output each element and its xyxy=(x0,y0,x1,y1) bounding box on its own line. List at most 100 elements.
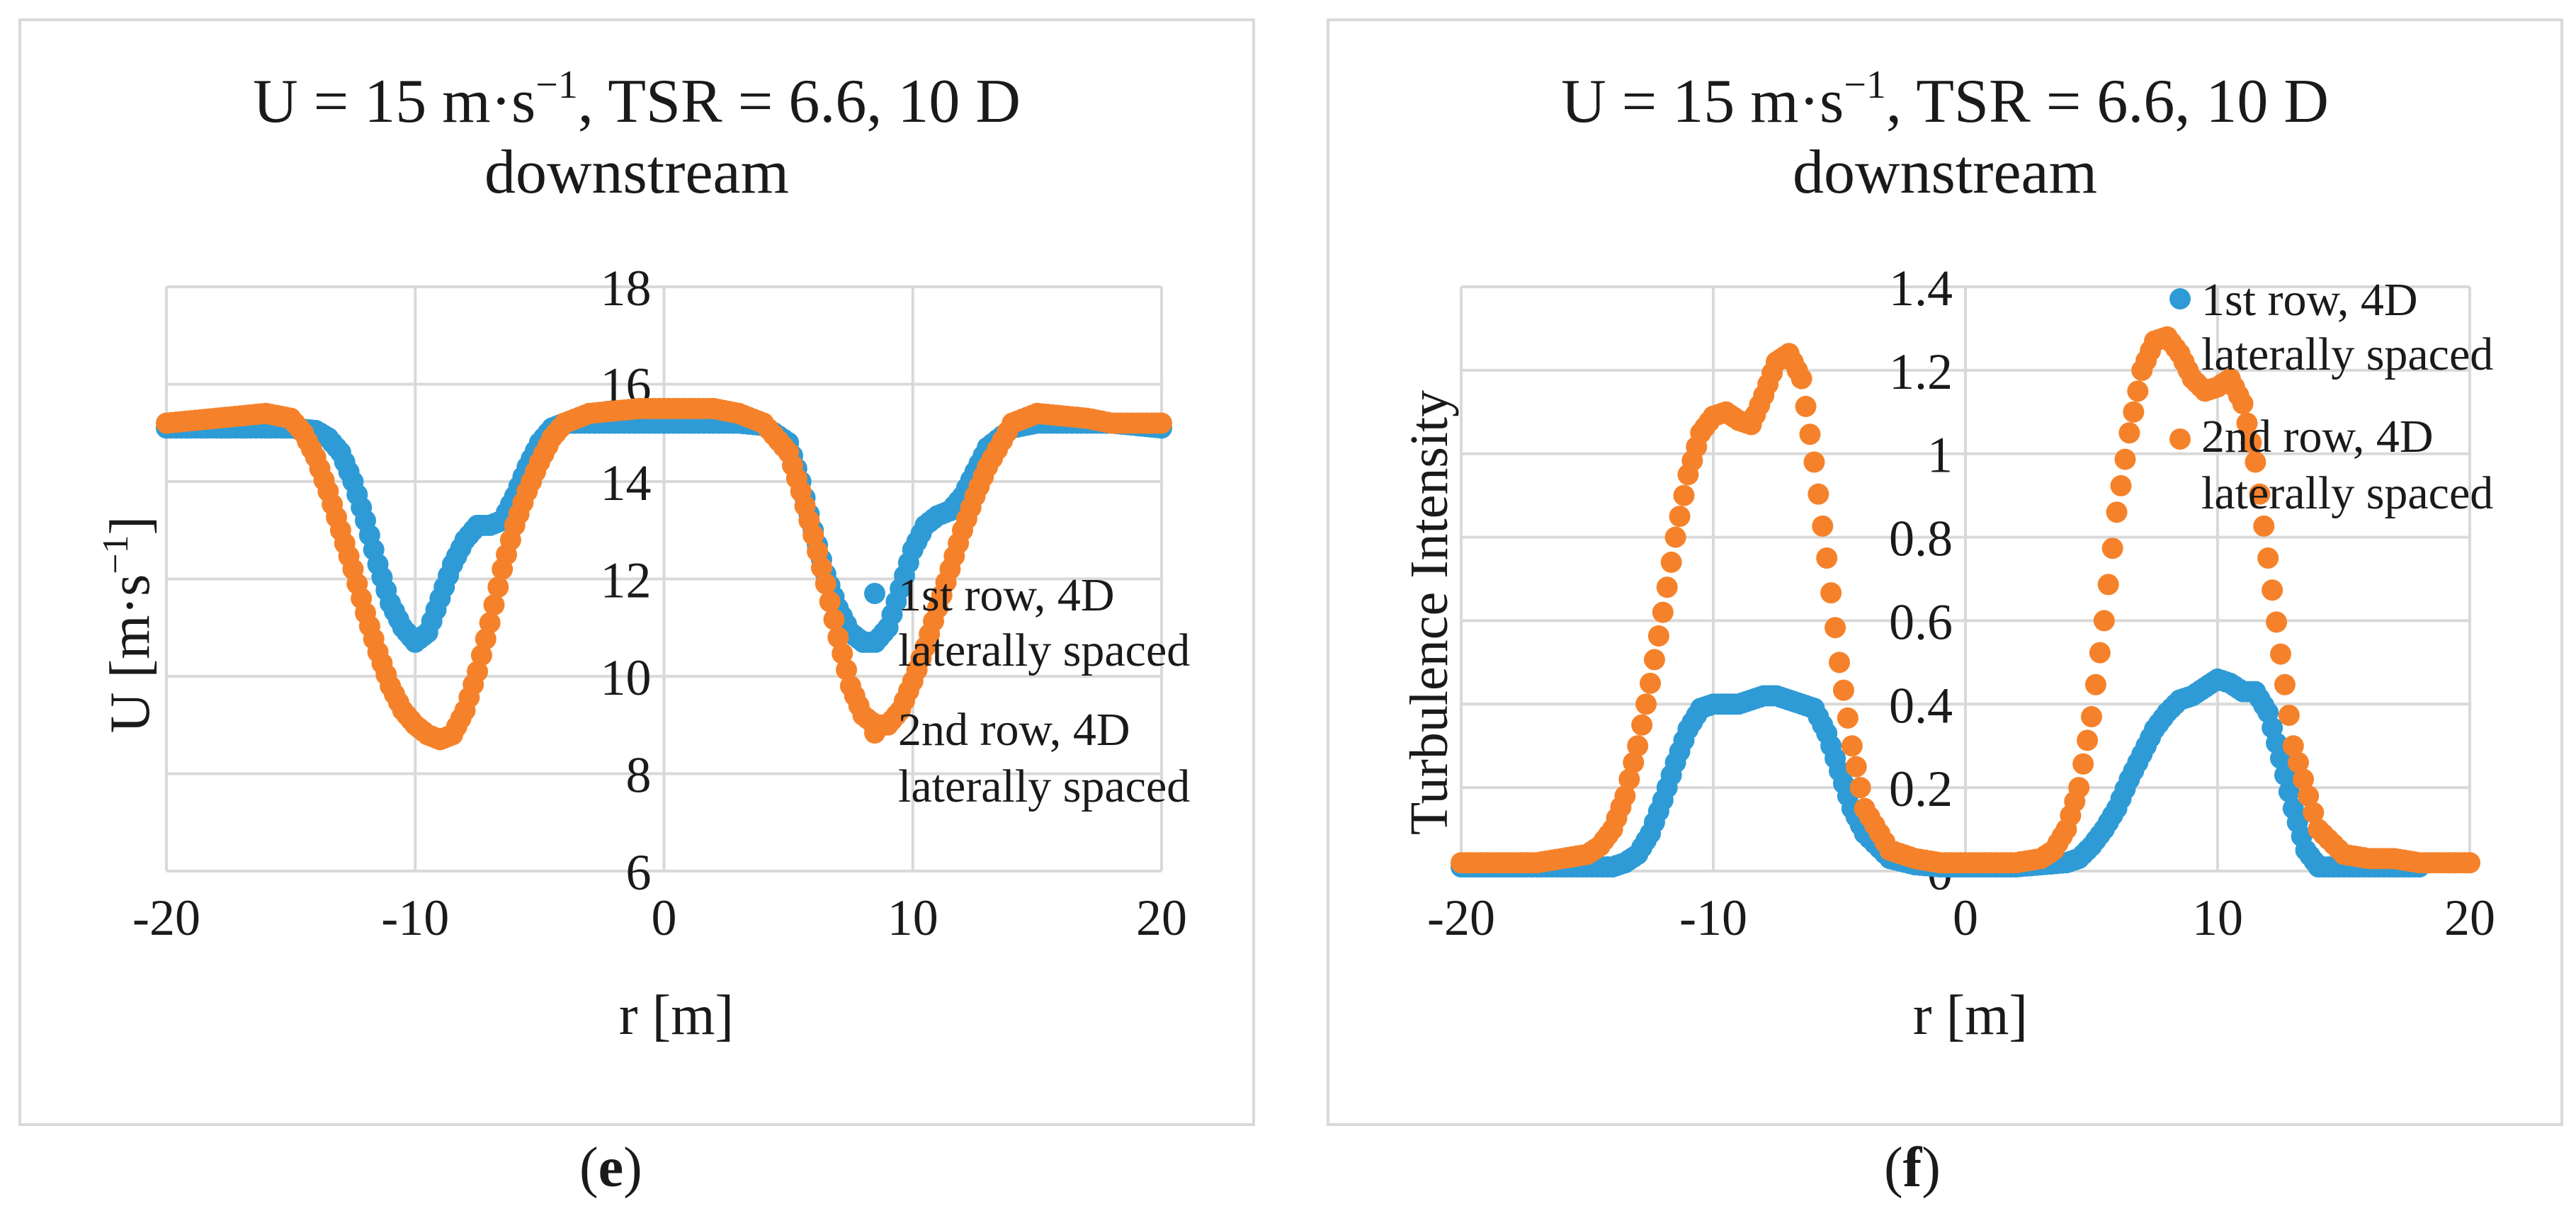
data-point-2nd-row xyxy=(1669,506,1691,528)
data-point-2nd-row xyxy=(483,594,505,616)
x-tick-label: 0 xyxy=(1953,889,1978,946)
data-point-2nd-row xyxy=(1820,582,1842,604)
data-point-2nd-row xyxy=(2245,451,2266,473)
y-tick-label: 0.4 xyxy=(1889,677,1953,734)
data-point-2nd-row xyxy=(1660,551,1682,573)
data-point-2nd-row xyxy=(802,524,824,546)
y-tick-label: 18 xyxy=(601,260,652,317)
data-point-2nd-row xyxy=(2270,643,2291,665)
y-tick-label: 8 xyxy=(626,747,652,804)
data-point-2nd-row xyxy=(827,627,849,648)
data-point-2nd-row xyxy=(2278,705,2300,726)
data-point-2nd-row xyxy=(2282,735,2304,757)
data-point-2nd-row xyxy=(1849,777,1871,799)
data-point-2nd-row xyxy=(1799,423,1821,445)
x-tick-label: 20 xyxy=(2444,889,2495,946)
data-point-2nd-row xyxy=(1647,625,1669,647)
panel-f-legend: 1st row, 4D laterally spaced 2nd row, 4D… xyxy=(2169,274,2493,519)
panel-e-y-axis-label: U [m·s−1] xyxy=(96,516,161,733)
data-point-2nd-row xyxy=(2459,852,2480,874)
data-point-2nd-row xyxy=(1614,785,1636,807)
panel-f-data-points xyxy=(1451,326,2480,878)
y-tick-label: 14 xyxy=(601,455,652,511)
y-tick-label: 12 xyxy=(601,552,652,609)
y-tick-label: 10 xyxy=(601,649,652,706)
data-point-2nd-row xyxy=(1618,768,1640,790)
legend-label-1st-row-line1: 1st row, 4D xyxy=(898,569,1115,621)
panel-f-title-line2: downstream xyxy=(1793,138,2097,207)
panel-e-data-points xyxy=(156,397,1172,751)
data-point-2nd-row xyxy=(2084,673,2106,695)
y-tick-label: 0.2 xyxy=(1889,761,1953,817)
x-tick-label: -20 xyxy=(1427,889,1495,946)
panel-f-title-line1: U = 15 m·s−1, TSR = 6.6, 10 D xyxy=(1561,63,2329,136)
legend-label-1st-row-line2: laterally spaced xyxy=(2201,329,2493,380)
panel-f-x-tick-labels: -20 -10 0 10 20 xyxy=(1427,889,2495,946)
data-point-2nd-row xyxy=(2262,579,2283,601)
y-tick-label: 0.6 xyxy=(1889,593,1953,650)
data-point-2nd-row xyxy=(1845,756,1867,778)
panel-e-title-line1: U = 15 m·s−1, TSR = 6.6, 10 D xyxy=(253,63,1021,136)
data-point-2nd-row xyxy=(807,540,829,562)
data-point-2nd-row xyxy=(2293,768,2315,790)
data-point-2nd-row xyxy=(2106,501,2128,523)
data-point-2nd-row xyxy=(1812,515,1834,537)
data-point-2nd-row xyxy=(2089,642,2111,664)
panel-e-x-axis-label: r [m] xyxy=(619,984,734,1047)
data-point-2nd-row xyxy=(1791,368,1812,390)
data-point-2nd-row xyxy=(832,642,853,664)
data-point-2nd-row xyxy=(1656,576,1678,598)
data-point-2nd-row xyxy=(2123,401,2145,423)
data-point-2nd-row xyxy=(2072,753,2094,775)
data-point-2nd-row xyxy=(819,591,841,613)
data-point-2nd-row xyxy=(2114,448,2136,470)
x-tick-label: 20 xyxy=(1136,889,1187,946)
legend-label-2nd-row-line2: laterally spaced xyxy=(898,761,1190,812)
data-point-2nd-row xyxy=(2077,729,2099,751)
data-point-2nd-row xyxy=(2097,574,2119,596)
legend-marker-1st-row xyxy=(864,583,885,604)
panel-f-caption: (f) xyxy=(1884,1137,1941,1199)
data-point-2nd-row xyxy=(836,659,858,681)
data-point-2nd-row xyxy=(1635,693,1657,715)
data-point-2nd-row xyxy=(2303,802,2325,824)
data-point-2nd-row xyxy=(2127,380,2149,402)
data-point-2nd-row xyxy=(2240,432,2262,453)
data-point-2nd-row xyxy=(1640,672,1661,694)
y-tick-label: 6 xyxy=(626,844,652,901)
x-tick-label: 10 xyxy=(2192,889,2243,946)
panel-e-grid xyxy=(165,285,1163,872)
data-point-1st-row xyxy=(2278,781,2300,803)
data-point-2nd-row xyxy=(2101,538,2123,559)
data-point-2nd-row xyxy=(1803,451,1825,473)
data-point-2nd-row xyxy=(1673,484,1695,506)
panel-e: U = 15 m·s−1, TSR = 6.6, 10 D downstream… xyxy=(18,18,1255,1126)
panel-e-frame xyxy=(18,18,1255,1126)
data-point-2nd-row xyxy=(479,612,501,634)
data-point-2nd-row xyxy=(1151,412,1172,434)
legend-label-2nd-row-line1: 2nd row, 4D xyxy=(898,704,1130,756)
data-point-2nd-row xyxy=(2274,673,2296,695)
panel-f-x-axis-label: r [m] xyxy=(1913,984,2028,1047)
legend-marker-2nd-row xyxy=(864,722,885,744)
panel-f-y-axis-label: Turbulence Intensity xyxy=(1400,390,1459,835)
data-point-2nd-row xyxy=(1664,526,1686,548)
panel-f: U = 15 m·s−1, TSR = 6.6, 10 D downstream… xyxy=(1327,18,2563,1126)
x-tick-label: -20 xyxy=(132,889,200,946)
x-tick-label: -10 xyxy=(1679,889,1747,946)
data-point-2nd-row xyxy=(1837,707,1859,729)
y-tick-label: 0.8 xyxy=(1889,511,1953,567)
data-point-2nd-row xyxy=(1816,547,1838,569)
data-point-2nd-row xyxy=(487,576,509,598)
data-point-2nd-row xyxy=(2287,751,2309,773)
y-tick-label: 1 xyxy=(1927,427,1953,484)
panel-e-x-tick-labels: -20 -10 0 10 20 xyxy=(132,889,1187,946)
data-point-2nd-row xyxy=(815,573,836,595)
data-point-2nd-row xyxy=(2068,777,2090,799)
x-tick-label: -10 xyxy=(381,889,449,946)
data-point-2nd-row xyxy=(2298,785,2320,807)
data-point-2nd-row xyxy=(2266,611,2288,633)
data-point-2nd-row xyxy=(1623,751,1645,773)
